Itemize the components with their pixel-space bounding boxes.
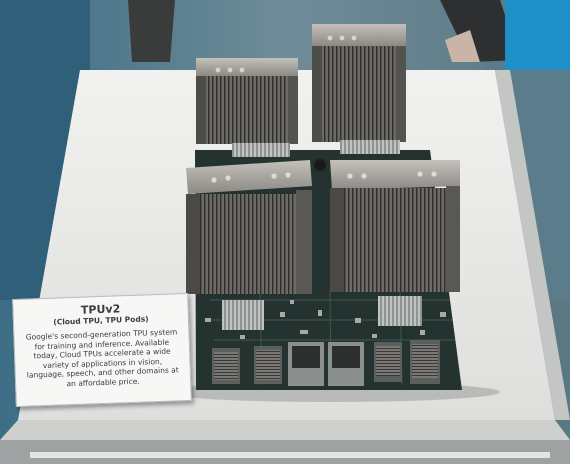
board-components — [205, 300, 446, 339]
heatsink-front-left — [186, 160, 312, 294]
visitor-arm — [440, 0, 520, 62]
connector-strip-2 — [340, 140, 400, 154]
info-placard: TPUv2 (Cloud TPU, TPU Pods) Google's sec… — [12, 292, 192, 408]
floor-strip — [30, 452, 550, 458]
visitor-legs — [128, 0, 175, 62]
placard-description: Google's second-generation TPU system fo… — [25, 327, 179, 389]
case-right-edge — [495, 70, 570, 420]
center-hole — [314, 159, 326, 171]
display-case-front — [0, 420, 570, 440]
blue-banner — [505, 0, 570, 70]
chip-right — [378, 296, 422, 326]
board-traces — [210, 289, 455, 386]
front-connectors — [212, 340, 440, 386]
visitor-hand — [445, 30, 480, 62]
heatpipe-screws — [215, 35, 357, 73]
connector-strip — [232, 143, 290, 157]
chip-left — [222, 300, 264, 330]
heatsink-front-right — [330, 160, 460, 292]
heatsink-rear-right — [312, 24, 406, 142]
front-heatpipe-screws — [211, 171, 437, 183]
heatsink-rear-left — [196, 58, 298, 144]
